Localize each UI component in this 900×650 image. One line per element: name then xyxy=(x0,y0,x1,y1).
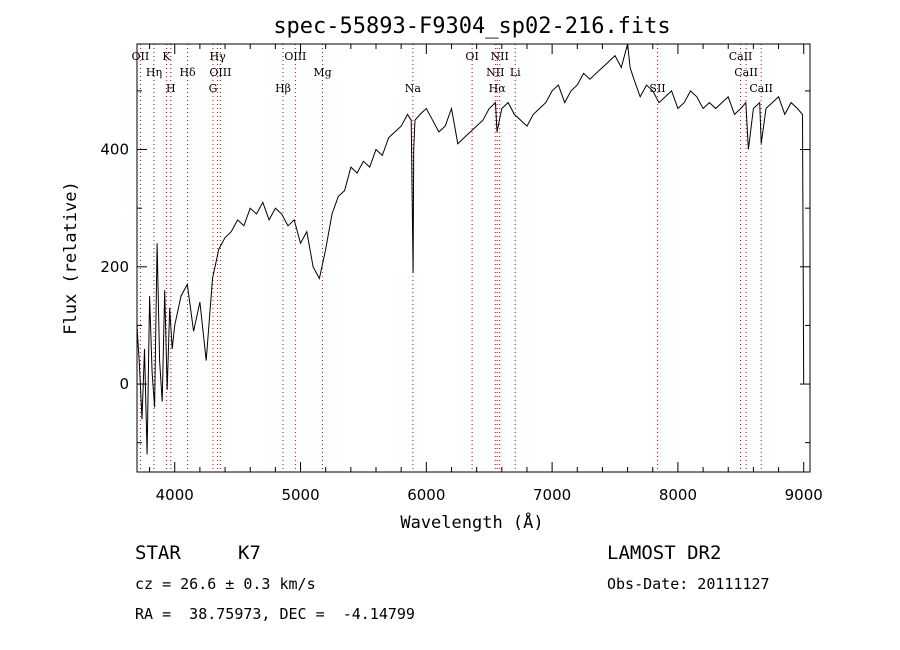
object-subclass: K7 xyxy=(238,542,261,564)
y-axis-label: Flux (relative) xyxy=(61,181,81,335)
spectral-line-label: OIII xyxy=(284,50,306,63)
x-tick-label: 7000 xyxy=(533,486,571,504)
chart-title: spec-55893-F9304_sp02-216.fits xyxy=(273,14,670,39)
x-tick-label: 5000 xyxy=(281,486,319,504)
spectral-line-label: Hγ xyxy=(210,50,227,63)
coordinates: RA = 38.75973, DEC = -4.14799 xyxy=(135,605,415,623)
observation-date: Obs-Date: 20111127 xyxy=(607,575,770,593)
x-axis-ticks: 4000 5000 6000 7000 8000 9000 xyxy=(149,44,823,504)
survey-name: LAMOST DR2 xyxy=(607,542,722,564)
spectral-line-label: SII xyxy=(649,82,665,95)
spectral-line-label: Hη xyxy=(146,66,162,79)
redshift-value: cz = 26.6 ± 0.3 km/s xyxy=(135,575,316,593)
y-tick-label: 0 xyxy=(119,375,129,393)
object-class: STAR xyxy=(135,542,181,564)
spectral-line-label: OII xyxy=(132,50,150,63)
spectral-line-label: OIII xyxy=(209,66,231,79)
y-tick-label: 400 xyxy=(100,141,129,159)
x-axis-label: Wavelength (Å) xyxy=(400,511,543,533)
spectral-line-label: CaII xyxy=(734,66,758,79)
spectral-line-label: Hα xyxy=(489,82,507,95)
x-tick-label: 4000 xyxy=(156,486,194,504)
spectral-line-label: Hβ xyxy=(275,82,291,95)
spectral-line-labels: OIIHηHKHδGHγOIIIHβOIIIMgNaOINIIHαNIILiSI… xyxy=(132,50,773,95)
spectral-line-label: NII xyxy=(486,66,504,79)
spectral-line-label: OI xyxy=(465,50,478,63)
spectral-line-label: Li xyxy=(510,66,521,79)
spectral-line-label: Mg xyxy=(313,66,331,79)
spectral-line-markers xyxy=(139,44,762,472)
spectral-line-label: G xyxy=(209,82,218,95)
spectral-line-label: K xyxy=(162,50,171,63)
spectral-line-label: NII xyxy=(491,50,509,63)
x-tick-label: 9000 xyxy=(785,486,823,504)
spectrum-line xyxy=(136,43,805,455)
spectral-line-label: Na xyxy=(405,82,422,95)
spectral-line-label: CaII xyxy=(749,82,773,95)
spectral-line-label: Hδ xyxy=(179,66,196,79)
y-axis-ticks: 0 200 400 xyxy=(100,90,810,444)
plot-frame xyxy=(136,43,811,473)
spectral-line-label: CaII xyxy=(729,50,753,63)
spectral-line-label: H xyxy=(166,82,176,95)
x-tick-label: 8000 xyxy=(659,486,697,504)
y-tick-label: 200 xyxy=(100,258,129,276)
x-tick-label: 6000 xyxy=(407,486,445,504)
